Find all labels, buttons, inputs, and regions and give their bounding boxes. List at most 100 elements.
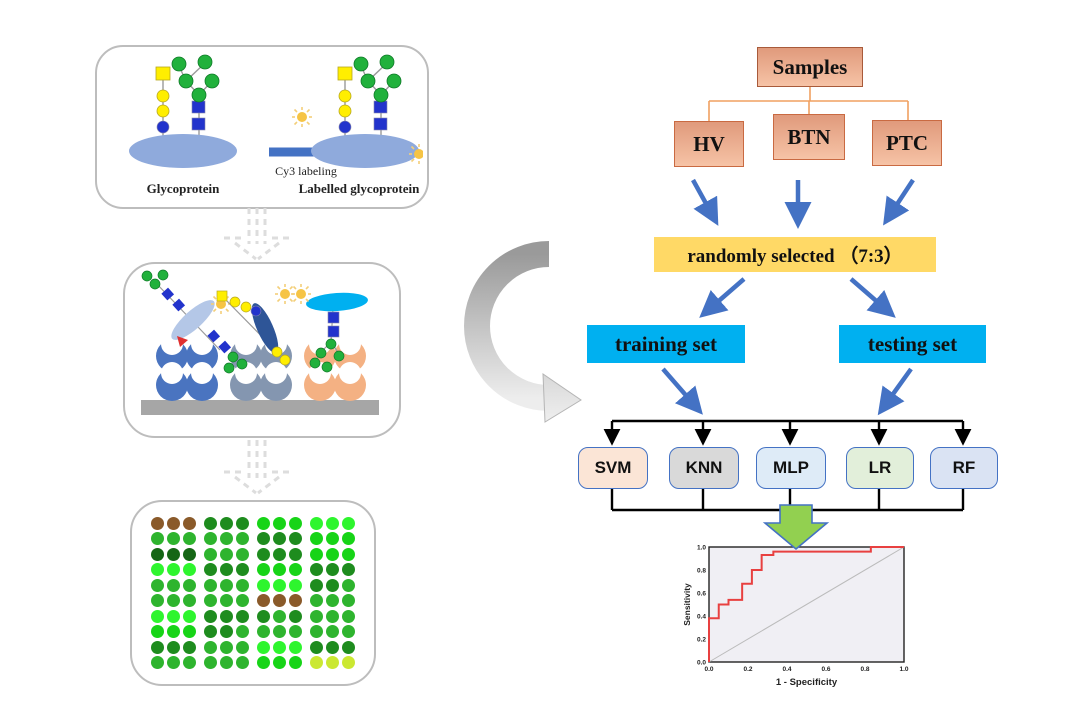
microarray-spot xyxy=(204,640,217,654)
microarray-spot xyxy=(183,609,196,623)
microarray-spot xyxy=(326,578,339,592)
microarray-spot xyxy=(273,609,286,623)
roc-y-tick: 0.0 xyxy=(697,660,706,667)
microarray-spot xyxy=(310,516,323,530)
microarray-scan-panel xyxy=(130,500,376,686)
roc-curve-svg: 0.0 0.2 0.4 0.6 0.8 1.0 0.0 0.2 0.4 0.6 0.8 1.0 1 -… xyxy=(683,545,909,689)
group-box-hv: HV xyxy=(674,121,744,167)
dashed-down-arrow xyxy=(224,440,290,495)
microarray-spot xyxy=(326,532,339,546)
microarray-spot xyxy=(326,640,339,654)
classifier-bottom-bracket xyxy=(610,487,965,512)
slide-surface xyxy=(141,400,379,415)
microarray-spot xyxy=(342,532,355,546)
microarray-spot xyxy=(326,594,339,608)
testing-set-label: testing set xyxy=(867,331,958,356)
microarray-spot xyxy=(257,516,270,530)
microarray-row xyxy=(151,532,355,546)
roc-x-tick: 0.2 xyxy=(743,666,752,673)
rf-label: RF xyxy=(952,458,976,477)
microarray-spot xyxy=(326,609,339,623)
roc-yaxis-label: Sensitivity xyxy=(683,583,692,626)
sets-to-classifiers-arrows xyxy=(661,367,913,416)
microarray-spot xyxy=(310,609,323,623)
lectin-binding-diagram xyxy=(141,269,379,415)
microarray-spot xyxy=(204,563,217,577)
microarray-spot xyxy=(273,563,286,577)
microarray-spot xyxy=(289,609,302,623)
red-pointer-icon xyxy=(177,336,188,347)
cy3-labeling-panel: Glycoprotein Cy3 labeling xyxy=(95,45,429,209)
lectin-cluster-blue xyxy=(156,333,218,401)
cy3-labeling-label: Cy3 labeling xyxy=(275,164,337,178)
microarray-spot xyxy=(167,547,180,561)
random-selection-label: randomly selected （7:3） xyxy=(687,246,903,267)
microarray-row xyxy=(151,578,355,592)
microarray-spot xyxy=(204,594,217,608)
microarray-spot xyxy=(289,594,302,608)
microarray-spot xyxy=(342,640,355,654)
roc-y-tick: 0.2 xyxy=(697,637,706,644)
microarray-spot xyxy=(236,547,249,561)
labelled-glycoprotein-label: Labelled glycoprotein xyxy=(299,181,421,196)
glycoprotein-labelled xyxy=(311,54,423,168)
microarray-row xyxy=(151,594,355,608)
microarray-spot xyxy=(310,594,323,608)
lr-label: LR xyxy=(868,458,892,477)
microarray-spot xyxy=(236,532,249,546)
svm-label: SVM xyxy=(594,458,632,477)
bound-glycoprotein-3 xyxy=(290,283,368,373)
roc-x-tick: 0.4 xyxy=(782,666,791,673)
microarray-spot xyxy=(310,640,323,654)
roc-x-tick: 0.6 xyxy=(821,666,830,673)
roc-xaxis-label: 1 - Specificity xyxy=(776,677,838,688)
microarray-spot xyxy=(326,547,339,561)
microarray-spot xyxy=(204,547,217,561)
microarray-spot xyxy=(151,640,164,654)
roc-y-tick: 0.6 xyxy=(697,591,706,598)
microarray-spot xyxy=(273,532,286,546)
microarray-spot xyxy=(342,656,355,670)
microarray-row xyxy=(151,640,355,654)
microarray-spot xyxy=(220,609,233,623)
microarray-spot xyxy=(220,594,233,608)
bound-glycoprotein-2 xyxy=(216,283,296,366)
microarray-spot xyxy=(273,594,286,608)
cy3-sun-icon xyxy=(290,283,312,305)
roc-curve-plot: 0.0 0.2 0.4 0.6 0.8 1.0 0.0 0.2 0.4 0.6 0.8 1.0 1 -… xyxy=(683,540,911,692)
microarray-spot xyxy=(183,640,196,654)
microarray-spot xyxy=(326,656,339,670)
microarray-row xyxy=(151,516,355,530)
microarray-spot xyxy=(310,532,323,546)
microarray-spot xyxy=(342,578,355,592)
microarray-spot xyxy=(273,656,286,670)
microarray-spot xyxy=(289,656,302,670)
microarray-spot xyxy=(220,532,233,546)
microarray-spot xyxy=(236,640,249,654)
microarray-spot xyxy=(167,609,180,623)
microarray-spot xyxy=(151,532,164,546)
roc-y-tick: 0.8 xyxy=(697,568,706,575)
microarray-spot xyxy=(204,532,217,546)
microarray-spot xyxy=(342,594,355,608)
microarray-spot xyxy=(204,609,217,623)
roc-y-tick: 1.0 xyxy=(697,545,706,552)
knn-label: KNN xyxy=(685,458,723,477)
roc-x-tick: 0.0 xyxy=(704,666,713,673)
microarray-spot xyxy=(151,594,164,608)
microarray-spot xyxy=(151,547,164,561)
microarray-spot xyxy=(257,563,270,577)
microarray-spot xyxy=(310,625,323,639)
microarray-spot xyxy=(326,625,339,639)
microarray-spot xyxy=(204,656,217,670)
classifier-box-knn: KNN xyxy=(669,447,739,489)
samples-label: Samples xyxy=(772,54,848,79)
microarray-spot xyxy=(236,609,249,623)
microarray-spot xyxy=(289,625,302,639)
microarray-spot xyxy=(183,625,196,639)
microarray-spot xyxy=(220,625,233,639)
microarray-spot xyxy=(183,563,196,577)
microarray-row xyxy=(151,563,355,577)
microarray-spot xyxy=(183,547,196,561)
microarray-spot xyxy=(236,594,249,608)
